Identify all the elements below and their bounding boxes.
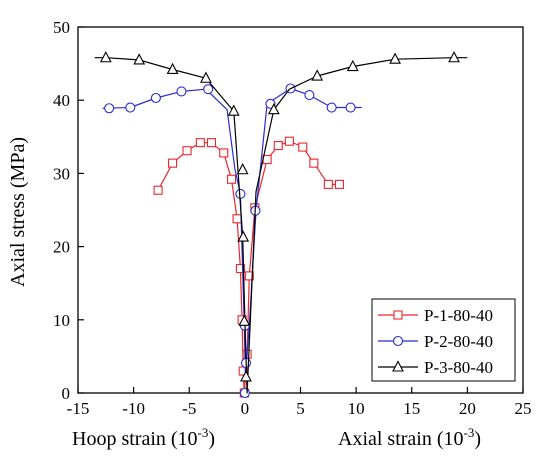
data-point <box>206 138 217 148</box>
y-tick-label: 40 <box>53 91 70 110</box>
data-point <box>448 51 460 63</box>
data-point <box>195 138 205 148</box>
data-point <box>237 230 250 242</box>
x-tick-label: 0 <box>241 399 250 418</box>
data-point <box>346 59 359 72</box>
data-point <box>176 86 187 97</box>
y-tick-label: 30 <box>53 164 70 183</box>
x-tick-label: 10 <box>348 399 365 418</box>
x-tick-label: 15 <box>403 399 420 418</box>
data-point <box>284 136 294 146</box>
data-point <box>267 103 280 115</box>
data-point <box>133 53 146 65</box>
series-layer <box>94 51 468 399</box>
data-point <box>182 146 192 156</box>
y-tick-label: 10 <box>53 311 70 330</box>
data-point <box>236 163 249 175</box>
data-point <box>304 90 315 101</box>
x-tick-label: -5 <box>182 399 196 418</box>
series-2 <box>102 83 362 399</box>
data-point <box>273 141 283 151</box>
y-tick-label: 50 <box>53 18 70 37</box>
data-point <box>311 69 324 81</box>
y-axis-ticks: 0 10 20 30 40 50 <box>53 18 84 403</box>
data-point <box>389 52 401 64</box>
series-line <box>102 87 362 379</box>
data-point <box>323 179 333 189</box>
data-point <box>345 102 356 113</box>
legend-marker <box>393 310 403 320</box>
data-point <box>240 370 252 382</box>
data-point <box>232 214 242 224</box>
data-point <box>226 174 237 184</box>
data-point <box>244 271 254 281</box>
x-tick-label: -10 <box>122 399 145 418</box>
data-point <box>309 158 319 168</box>
series-3 <box>94 51 468 394</box>
data-point <box>166 62 179 75</box>
legend-marker <box>392 335 404 347</box>
data-point <box>153 185 163 195</box>
data-point <box>219 148 229 158</box>
data-point <box>262 154 272 165</box>
data-point <box>203 84 214 95</box>
data-point <box>125 102 136 113</box>
x-axis-ticks: -15 -10 -5 0 5 10 15 20 25 <box>67 387 532 418</box>
data-point <box>334 179 344 189</box>
legend-label: P-2-80-40 <box>424 332 493 351</box>
legend: P-1-80-40 P-2-80-40 P-3-80-40 <box>371 298 516 382</box>
data-point <box>227 104 240 116</box>
data-point <box>168 158 178 168</box>
y-tick-label: 0 <box>62 384 71 403</box>
data-point <box>298 142 308 152</box>
y-axis-title: Axial stress (MPa) <box>7 137 29 287</box>
data-point <box>238 314 251 326</box>
legend-label: P-1-80-40 <box>424 306 493 325</box>
x-axis-title-left: Hoop strain (10-3) <box>72 425 215 450</box>
data-point <box>235 264 245 274</box>
x-tick-label: 20 <box>459 399 476 418</box>
legend-label: P-3-80-40 <box>424 358 493 377</box>
y-tick-label: 20 <box>53 238 70 257</box>
x-tick-label: -15 <box>67 399 90 418</box>
data-point <box>239 387 250 399</box>
data-point <box>150 92 161 104</box>
legend-marker <box>392 360 404 372</box>
x-tick-label: 25 <box>515 399 532 418</box>
x-axis-title-right: Axial strain (10-3) <box>338 425 481 450</box>
series-line <box>94 57 468 394</box>
series-line <box>157 140 340 394</box>
data-point <box>99 51 112 63</box>
data-point <box>326 102 337 113</box>
x-tick-label: 5 <box>296 399 305 418</box>
data-point <box>104 103 115 114</box>
data-point <box>200 71 212 83</box>
